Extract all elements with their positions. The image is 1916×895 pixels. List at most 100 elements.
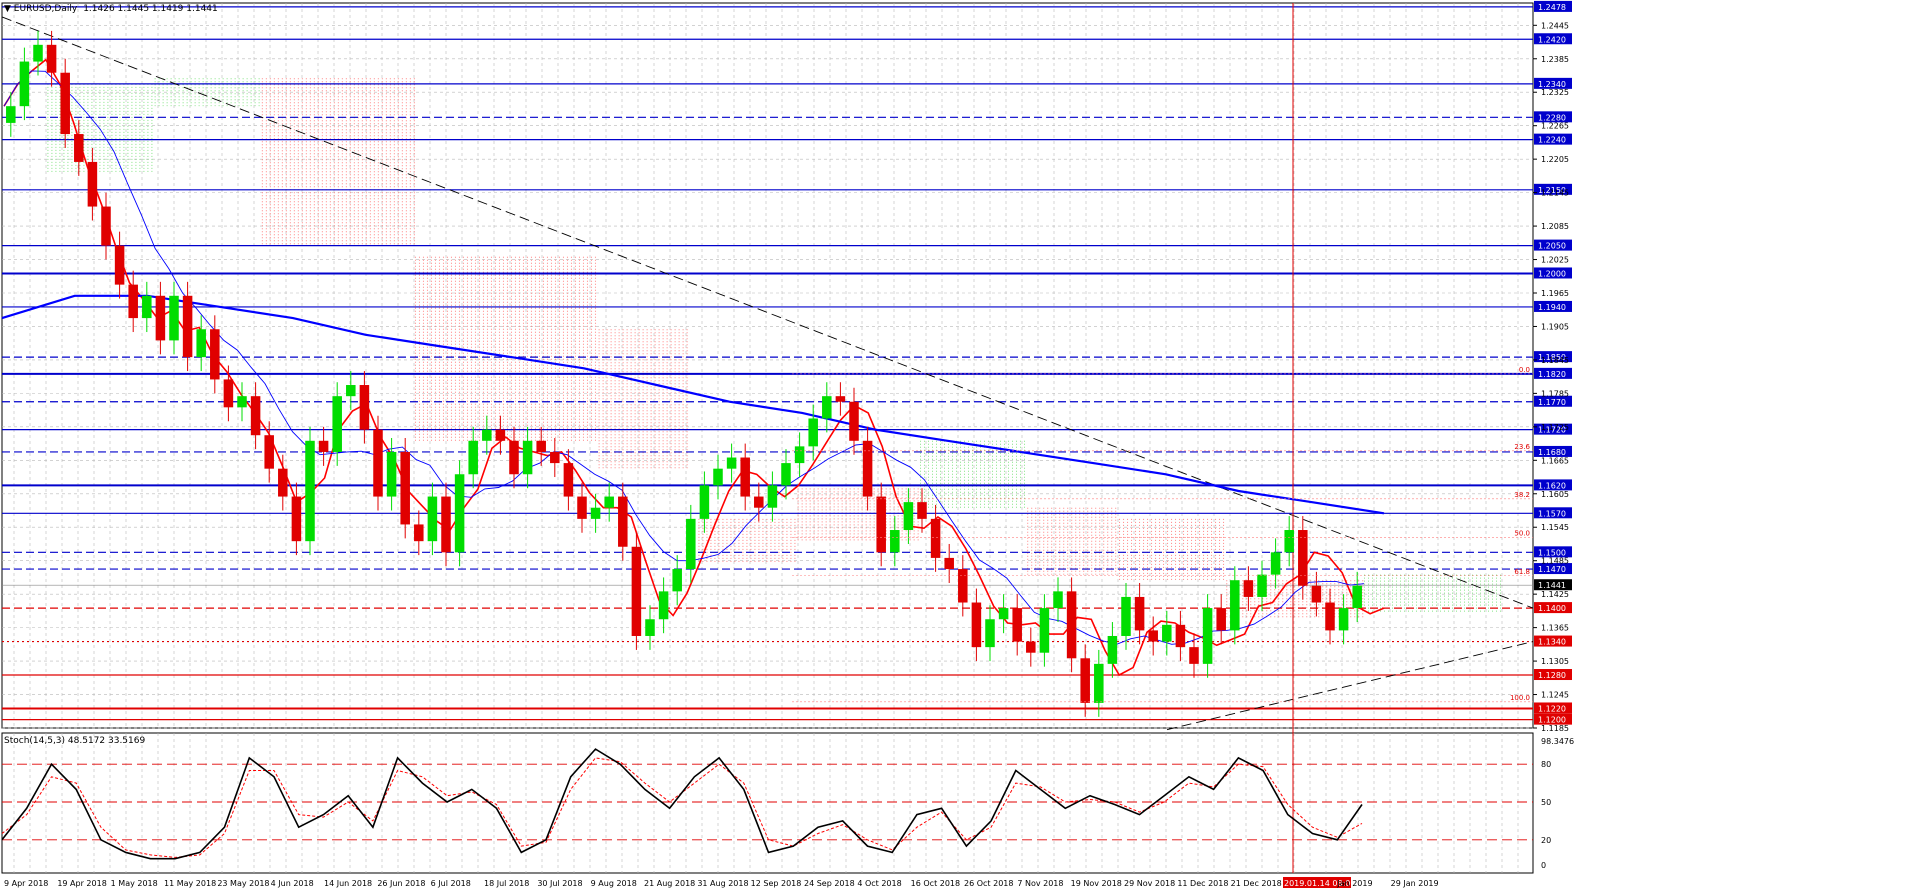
time-tick-label: 12 Sep 2018 — [751, 879, 802, 888]
current-price-tag — [1534, 579, 1572, 591]
candle-body — [318, 440, 329, 452]
time-tick-label: Jan 2019 — [1336, 879, 1372, 888]
level-tag — [1534, 445, 1572, 457]
level-tag-label: 1.1620 — [1538, 481, 1566, 490]
level-tag — [1534, 133, 1572, 145]
candle-body — [386, 451, 397, 497]
ascending-trendline[interactable] — [1166, 641, 1534, 731]
current-price-label: 1.1441 — [1538, 581, 1566, 590]
fib-label: 100.0 — [1510, 694, 1530, 702]
price-tick-label: 1.2085 — [1541, 222, 1569, 231]
time-tick-label: 26 Oct 2018 — [964, 879, 1013, 888]
level-tag-label: 1.2478 — [1538, 3, 1566, 12]
level-tag-label: 1.1770 — [1538, 398, 1566, 407]
candle-body — [196, 329, 206, 358]
candle-body — [1162, 624, 1172, 642]
price-tick-label: 1.2325 — [1541, 88, 1569, 97]
candle-body — [550, 451, 560, 464]
candle-body — [46, 44, 57, 73]
candle-body — [278, 468, 288, 497]
candle-body — [264, 435, 274, 469]
candle-body — [604, 496, 614, 508]
level-tag — [1534, 300, 1572, 312]
price-tick-label: 1.1965 — [1541, 289, 1569, 298]
candle-body — [87, 161, 98, 207]
time-tick-label: 30 Jul 2018 — [537, 879, 582, 888]
level-tag-label: 1.1400 — [1538, 604, 1566, 613]
candle-body — [590, 507, 601, 519]
candle-body — [944, 557, 954, 570]
candle-body — [1012, 608, 1022, 642]
time-tick-label: 31 Aug 2018 — [697, 879, 748, 888]
candle-body — [713, 468, 723, 486]
level-tag-label: 1.1220 — [1538, 704, 1566, 713]
candle-body — [577, 496, 587, 519]
time-tick-label: 9 Apr 2018 — [4, 879, 48, 888]
candle-body — [876, 496, 886, 553]
level-tag — [1534, 351, 1572, 363]
candle-body — [631, 546, 642, 636]
candle-body — [726, 457, 737, 469]
level-tag-label: 1.2150 — [1538, 186, 1566, 195]
level-tag — [1534, 546, 1572, 558]
time-tick-label: 19 Apr 2018 — [57, 879, 106, 888]
candle-body — [1216, 608, 1226, 631]
time-tick-label: 19 Nov 2018 — [1071, 879, 1122, 888]
candle-body — [114, 245, 125, 285]
candle-body — [250, 396, 261, 436]
candle-body — [1257, 574, 1267, 597]
level-tag — [1534, 0, 1572, 12]
candle-body — [468, 440, 478, 475]
candle-body — [985, 619, 995, 648]
level-tag-label: 1.1470 — [1538, 565, 1566, 574]
stochastic-pane-frame — [1, 732, 1534, 874]
stochastic-title: Stoch(14,5,3) 48.5172 33.5169 — [4, 736, 145, 746]
candle-body — [210, 329, 220, 380]
price-axis-layer: 1.2445 1.2385 1.2325 1.2265 1.2205 1.2145 1.20… — [1533, 21, 1569, 733]
candle-body — [645, 619, 655, 636]
candle-body — [794, 446, 805, 464]
level-tag — [1534, 239, 1572, 251]
descending-trendline[interactable] — [1, 16, 1534, 609]
price-tick-label: 1.1725 — [1541, 423, 1569, 432]
time-tick-label: 2019.01.14 08:00 — [1284, 879, 1355, 888]
candle-body — [101, 206, 111, 246]
level-tag — [1534, 479, 1572, 491]
trendlines-layer[interactable] — [1, 3, 1534, 873]
candle-body — [182, 295, 193, 358]
level-tag — [1534, 395, 1572, 407]
candle-body — [1148, 630, 1158, 642]
fib-label: 50.0 — [1514, 529, 1530, 537]
level-tag-label: 1.1940 — [1538, 303, 1566, 312]
candle-body — [754, 496, 764, 508]
stochastic-signal-line — [1, 757, 1363, 858]
slow-ma-line — [1, 294, 1385, 515]
level-tag — [1534, 367, 1572, 379]
time-tick-label: 26 Jun 2018 — [377, 879, 425, 888]
stochastic-tick-label: 80 — [1541, 760, 1551, 769]
candle-body — [1175, 624, 1186, 648]
chart-ohlc: 1.1426 1.1445 1.1419 1.1441 — [83, 4, 218, 14]
candles-layer — [6, 30, 1362, 717]
candle-body — [862, 440, 873, 497]
level-tag — [1534, 267, 1572, 279]
candle-body — [1094, 663, 1104, 703]
kijun-line — [3, 70, 1365, 645]
collapse-arrow-icon[interactable]: ▼ — [4, 4, 14, 14]
candle-body — [19, 61, 30, 107]
stochastic-tick-label: 50 — [1541, 798, 1551, 807]
stochastic-layer: 98.3476 80 50 20 0 — [1, 737, 1574, 870]
candle-body — [305, 440, 315, 542]
candle-body — [563, 463, 574, 497]
level-tag-label: 1.1200 — [1538, 716, 1566, 725]
candle-body — [1107, 635, 1118, 664]
candle-body — [890, 530, 900, 553]
candle-body — [128, 284, 138, 319]
price-tick-label: 1.1785 — [1541, 389, 1569, 398]
candle-body — [169, 295, 179, 341]
level-tag-label: 1.1820 — [1538, 370, 1566, 379]
price-tick-label: 1.2145 — [1541, 189, 1569, 198]
level-tag-label: 1.2000 — [1538, 269, 1566, 278]
